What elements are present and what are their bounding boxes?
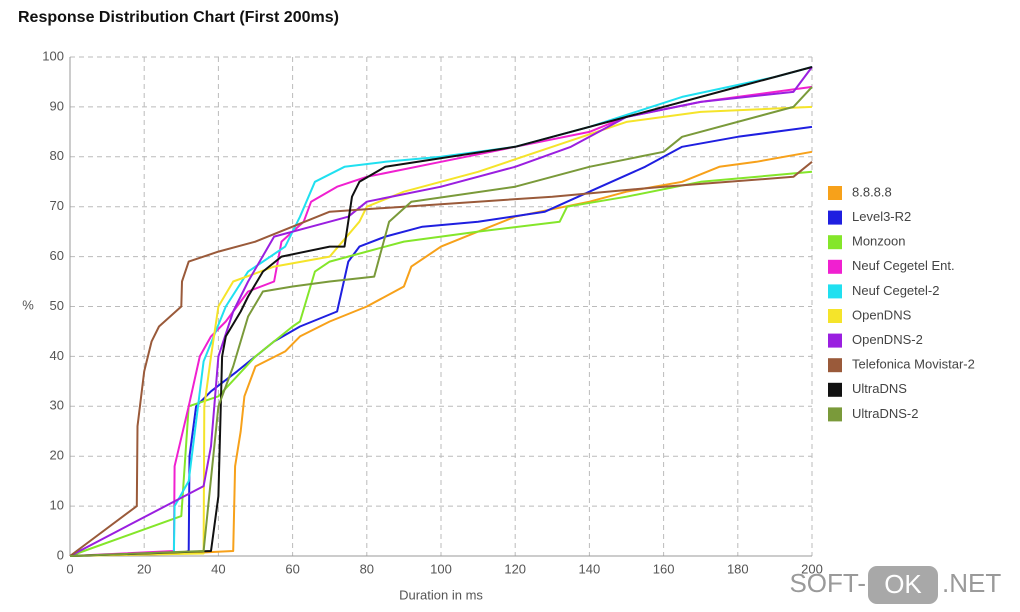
- x-tick-label: 200: [801, 561, 823, 576]
- x-tick-label: 160: [653, 561, 675, 576]
- y-tick-label: 40: [50, 348, 64, 363]
- legend-swatch: [828, 284, 842, 299]
- x-tick-label: 100: [430, 561, 452, 576]
- legend-swatch: [828, 210, 842, 225]
- y-tick-label: 10: [50, 498, 64, 513]
- chart-title: Response Distribution Chart (First 200ms…: [18, 9, 339, 26]
- legend-swatch: [828, 333, 842, 348]
- legend-swatch: [828, 407, 842, 422]
- watermark-text: SOFT-: [789, 568, 866, 598]
- watermark: SOFT- OK .NET: [789, 566, 1001, 604]
- legend-label: Telefonica Movistar-2: [852, 357, 975, 372]
- y-tick-label: 0: [57, 547, 64, 562]
- x-tick-label: 120: [504, 561, 526, 576]
- x-tick-label: 80: [360, 561, 374, 576]
- series-line: [69, 66, 813, 557]
- legend-swatch: [828, 259, 842, 274]
- y-tick-label: 50: [50, 298, 64, 313]
- y-tick-label: 80: [50, 148, 64, 163]
- x-tick-label: 180: [727, 561, 749, 576]
- legend-label: 8.8.8.8: [852, 184, 892, 199]
- legend-label: Monzoon: [852, 234, 905, 249]
- series-line: [69, 86, 813, 557]
- watermark-text: .NET: [942, 568, 1001, 598]
- x-tick-label: 0: [66, 561, 73, 576]
- watermark-badge: [868, 566, 938, 604]
- y-tick-label: 70: [50, 198, 64, 213]
- legend-swatch: [828, 358, 842, 373]
- x-tick-label: 40: [211, 561, 225, 576]
- series-line: [69, 105, 813, 557]
- legend-label: UltraDNS-2: [852, 406, 918, 421]
- legend-swatch: [828, 309, 842, 323]
- x-axis-label: Duration in ms: [399, 587, 483, 602]
- legend-swatch: [828, 186, 842, 200]
- x-tick-label: 140: [579, 561, 601, 576]
- legend-swatch: [828, 235, 842, 250]
- series-line: [69, 170, 813, 557]
- x-tick-label: 20: [137, 561, 151, 576]
- legend-label: OpenDNS: [852, 307, 912, 322]
- legend-label: Neuf Cegetel Ent.: [852, 258, 955, 273]
- legend-swatch: [828, 382, 842, 397]
- watermark-text: OK: [884, 569, 922, 599]
- legend-label: OpenDNS-2: [852, 332, 923, 347]
- y-tick-label: 90: [50, 98, 64, 113]
- x-tick-label: 60: [285, 561, 299, 576]
- y-tick-label: 60: [50, 248, 64, 263]
- series-line: [69, 125, 813, 557]
- series-line: [69, 161, 813, 557]
- y-tick-label: 30: [50, 398, 64, 413]
- legend-label: UltraDNS: [852, 381, 907, 396]
- legend-label: Level3-R2: [852, 209, 911, 224]
- y-tick-label: 100: [42, 48, 64, 63]
- y-tick-label: 20: [50, 448, 64, 463]
- legend-label: Neuf Cegetel-2: [852, 283, 939, 298]
- y-axis-label: %: [22, 297, 34, 312]
